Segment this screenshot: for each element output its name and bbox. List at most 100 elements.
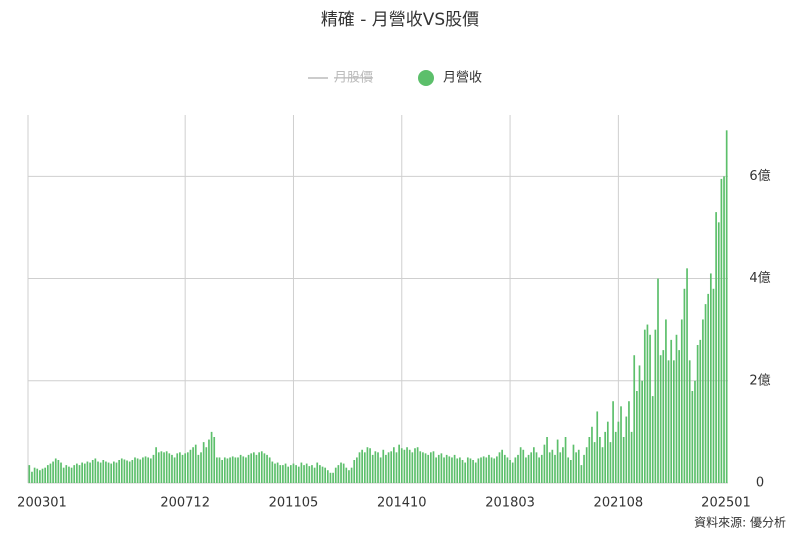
bar xyxy=(332,472,334,483)
legend-label[interactable]: 月營收 xyxy=(443,71,482,86)
bar xyxy=(572,444,575,483)
bar xyxy=(303,465,305,483)
bar xyxy=(115,462,118,483)
bar xyxy=(580,465,583,483)
x-tick-label: 200712 xyxy=(160,496,210,511)
bar xyxy=(86,461,89,483)
x-tick-label: 200301 xyxy=(17,496,67,511)
bar xyxy=(70,467,73,483)
bar xyxy=(268,457,271,483)
bar xyxy=(651,396,654,483)
bar xyxy=(649,334,651,483)
bar xyxy=(448,456,451,483)
bar xyxy=(609,442,612,483)
bar xyxy=(622,437,625,483)
bar xyxy=(699,339,702,483)
bar xyxy=(326,470,329,483)
x-tick-label: 201105 xyxy=(269,496,319,511)
bar xyxy=(390,451,393,483)
bar xyxy=(282,465,284,483)
bar xyxy=(371,454,374,483)
bar xyxy=(316,462,319,483)
bar xyxy=(636,391,638,483)
bar xyxy=(89,462,91,483)
bar xyxy=(329,472,332,483)
bar xyxy=(113,461,115,483)
bar xyxy=(255,454,258,483)
bar xyxy=(416,447,419,483)
bar xyxy=(720,178,723,483)
bar xyxy=(54,458,57,483)
bar xyxy=(76,463,78,483)
bar xyxy=(485,457,488,483)
bar xyxy=(41,468,44,483)
bar xyxy=(152,454,155,483)
bar xyxy=(348,470,350,483)
bar xyxy=(453,454,456,483)
bar xyxy=(569,460,572,483)
bar xyxy=(606,421,609,483)
bar xyxy=(253,452,255,483)
legend-marker xyxy=(418,70,434,86)
bar xyxy=(295,465,297,483)
y-tick-label: 2億 xyxy=(749,372,770,388)
bar xyxy=(44,467,47,483)
bar xyxy=(643,329,646,483)
bar xyxy=(189,449,192,483)
bar xyxy=(596,411,599,483)
bar xyxy=(585,447,588,483)
bar xyxy=(403,449,406,483)
bar xyxy=(369,448,371,483)
bar xyxy=(379,457,382,483)
bar xyxy=(62,467,65,483)
bar xyxy=(630,431,633,483)
bar xyxy=(147,457,150,483)
bar xyxy=(68,466,70,483)
bar xyxy=(120,458,123,483)
bar xyxy=(163,452,165,483)
bar xyxy=(94,458,97,483)
bar xyxy=(657,278,659,483)
bar xyxy=(525,457,527,483)
bar xyxy=(356,457,358,483)
bar xyxy=(514,457,517,483)
bar xyxy=(192,447,194,483)
bar xyxy=(496,456,498,483)
bar xyxy=(667,360,670,483)
bar xyxy=(424,453,427,483)
bar xyxy=(226,458,229,483)
bar xyxy=(686,268,688,483)
bar xyxy=(186,452,189,483)
bar xyxy=(374,451,377,483)
bar xyxy=(527,454,530,483)
bar xyxy=(530,452,533,483)
bar xyxy=(308,466,311,483)
bar xyxy=(289,465,292,483)
bar xyxy=(46,465,49,483)
bar xyxy=(554,454,556,483)
bar xyxy=(382,449,385,483)
bar xyxy=(110,463,113,483)
bar xyxy=(118,460,120,483)
bar xyxy=(184,453,187,483)
bar xyxy=(271,461,274,483)
bar xyxy=(81,462,83,483)
legend-label[interactable]: 月股價 xyxy=(334,71,373,86)
bar xyxy=(551,449,554,483)
x-tick-label: 202108 xyxy=(594,496,644,511)
bar xyxy=(522,449,525,483)
bar xyxy=(395,452,398,483)
bar xyxy=(231,456,234,483)
bar xyxy=(612,401,614,483)
bar xyxy=(149,458,152,483)
bar xyxy=(60,462,62,483)
bar xyxy=(599,437,601,483)
bar xyxy=(97,461,99,483)
bar xyxy=(466,457,469,483)
bar xyxy=(311,465,313,483)
bar xyxy=(102,460,105,483)
bar xyxy=(493,458,496,483)
bar xyxy=(165,451,168,483)
bar xyxy=(702,319,704,483)
bar xyxy=(202,442,205,483)
